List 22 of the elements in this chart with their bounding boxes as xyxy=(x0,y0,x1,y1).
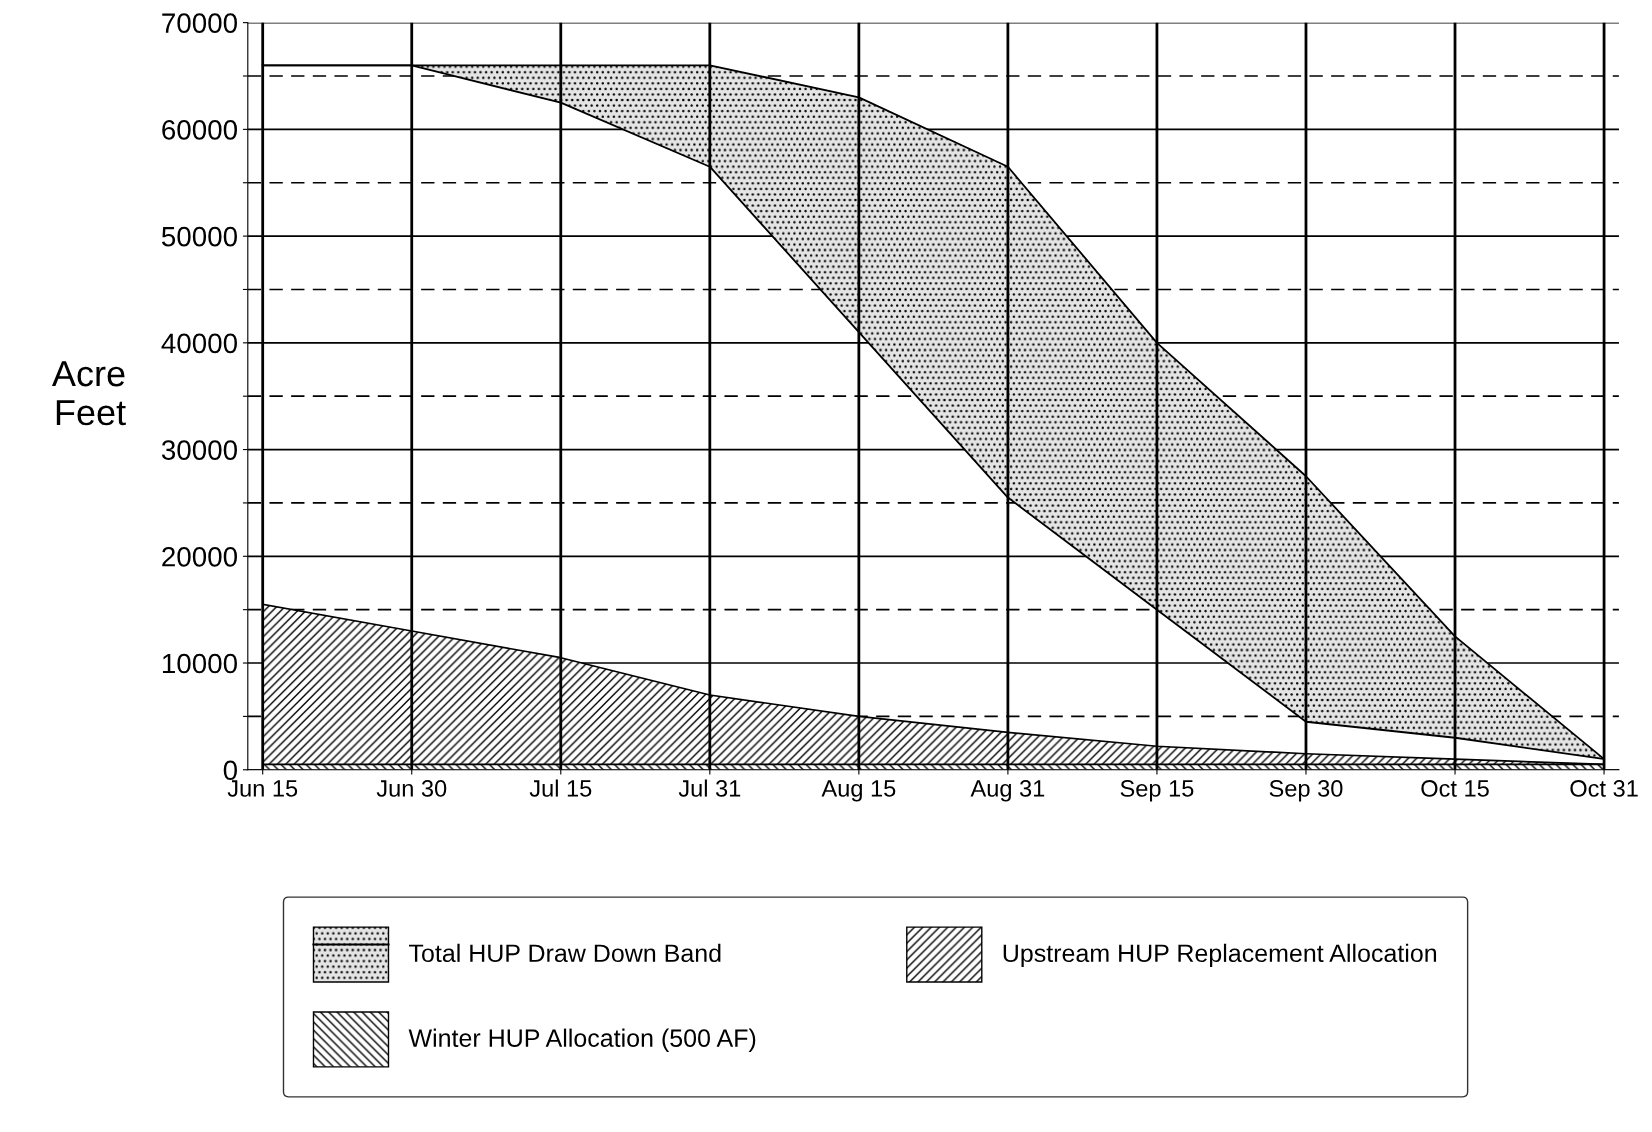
y-tick-label: 60000 xyxy=(162,120,237,140)
y-tick-label: 50000 xyxy=(161,226,237,247)
y-tick-label: 70000 xyxy=(162,13,237,33)
x-tick-label: Sep 30 xyxy=(1269,780,1343,802)
x-tick-label: Jul 31 xyxy=(678,779,741,797)
x-tick-label: Oct 31 xyxy=(1570,780,1638,797)
y-tick-label: 0 xyxy=(223,760,237,781)
x-tick-label: Aug 15 xyxy=(821,780,896,802)
y-tick-label: 20000 xyxy=(162,546,237,567)
x-tick-label: Aug 31 xyxy=(970,780,1045,802)
legend-label: Winter HUP Allocation (500 AF) xyxy=(408,1028,756,1052)
x-tick-label: Jun 15 xyxy=(227,780,298,797)
y-axis-title: Acre Feet xyxy=(51,361,126,426)
y-tick-label: 40000 xyxy=(161,333,237,354)
legend-label: Total HUP Draw Down Band xyxy=(409,943,721,963)
x-tick-label: Sep 15 xyxy=(1120,780,1194,802)
legend-label: Upstream HUP Replacement Allocation xyxy=(1003,943,1437,968)
x-tick-label: Jun 30 xyxy=(376,780,447,797)
x-tick-label: Jul 15 xyxy=(529,779,592,797)
y-tick-label: 30000 xyxy=(161,440,237,460)
y-tick-label: 10000 xyxy=(162,653,237,674)
x-tick-label: Oct 15 xyxy=(1421,780,1489,797)
